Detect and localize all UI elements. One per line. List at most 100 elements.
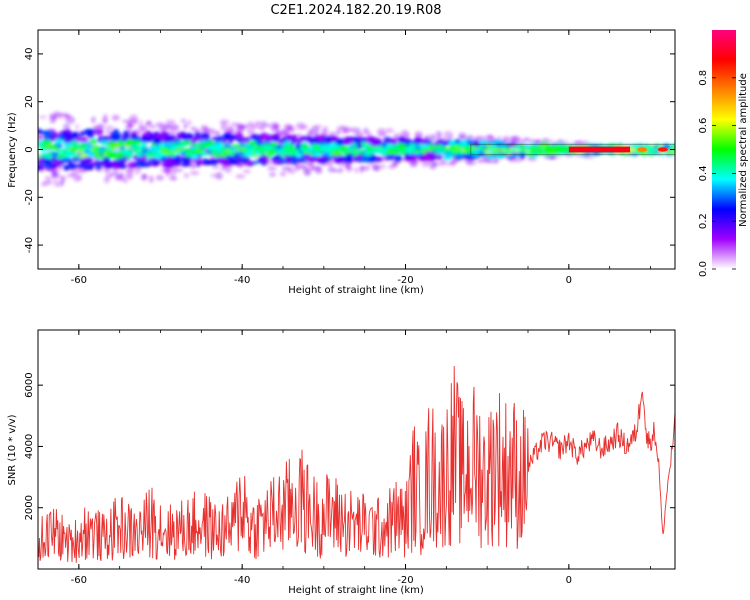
heatmap-peak-cell [256,145,265,149]
heatmap-band-cell [457,154,462,160]
heatmap-band-cell [152,138,161,145]
heatmap-peak-cell [511,147,522,151]
heatmap-band-cell [315,155,325,160]
heatmap-band-cell [143,162,154,166]
heatmap-band-cell [171,156,180,161]
heatmap-noise-cell [281,166,292,172]
heatmap-band-cell [58,133,64,141]
heatmap-band-cell [233,153,240,161]
heatmap-band-cell [424,140,434,144]
heatmap-noise-cell [257,125,262,130]
heatmap-noise-cell [215,171,223,180]
heatmap-noise-cell [150,125,156,129]
heatmap-band-outline [470,143,675,156]
heatmap-noise-cell [485,134,495,140]
heatmap-noise-cell [315,166,323,175]
colorbar-tick-label: 0.8 [698,70,709,86]
heatmap-band-cell [135,159,147,167]
heatmap-noise-cell [485,159,494,164]
heatmap-band-cell [181,162,192,167]
figure-title: C2E1.2024.182.20.19.R08 [270,3,441,18]
heatmap-noise-cell [145,121,152,127]
heatmap-noise-cell [54,182,62,187]
heatmap-band-cell [79,130,85,137]
heatmap-band-cell [184,151,193,157]
heatmap-band-cell [210,158,217,163]
heatmap-peak-cell [205,141,216,147]
heatmap-noise-cell [125,168,134,175]
snr-series-line [38,365,675,563]
heatmap-noise-cell [336,126,342,135]
heatmap-peak-cell [131,139,142,145]
heatmap-band-cell [102,136,113,140]
heatmap-band-cell [114,160,119,165]
heatmap-peak-cell [87,151,95,157]
heatmap-band-cell [103,160,111,167]
heatmap-noise-cell [392,159,398,167]
heatmap-peak-cell [57,154,64,159]
heatmap-band-cell [89,138,98,145]
heatmap-band-cell [410,155,417,161]
heatmap-peak-cell [529,147,540,153]
heatmap-noise-cell [102,117,108,125]
heatmap-noise-cell [183,122,188,130]
heatmap-band-cell [413,139,425,144]
heatmap-band-cell [165,135,177,141]
heatmap-band-cell [437,140,443,146]
heatmap-band-cell [317,135,323,141]
heatmap-band-cell [64,164,69,171]
heatmap-peak-cell [327,143,335,148]
heatmap-band-cell [81,137,87,141]
heatmap-band-cell [44,144,53,150]
heatmap-band-cell [433,154,444,160]
heatmap-peak-cell [447,146,456,152]
heatmap-noise-cell [212,164,220,170]
snr-xtick-label: -60 [71,575,87,586]
heatmap-band-cell [176,132,183,139]
colorbar-gradient [712,30,736,269]
heatmap-band-cell [113,163,121,170]
heatmap-band-cell [286,134,291,140]
heatmap-peak-cell [141,142,148,147]
snr-ylabel: SNR (10 * v/v) [7,414,18,485]
heatmap-band-cell [63,141,73,148]
heatmap-noise-cell [289,126,296,133]
heatmap-peak-cell [243,151,254,157]
heatmap-noise-cell [189,170,200,176]
heatmap-noise-cell [362,127,370,135]
heatmap-noise-cell [296,133,302,138]
heatmap-band-cell [237,131,243,139]
heatmap-band-cell [239,142,245,147]
heatmap-band-cell [285,158,291,164]
heatmap-band-cell [80,144,88,148]
heatmap-noise-cell [249,124,259,129]
heatmap-secondary-peak [637,147,648,152]
heatmap-noise-cell [205,128,216,134]
heatmap-band-cell [272,160,283,165]
heatmap-noise-cell [242,123,251,129]
heatmap-band-cell [443,153,453,161]
heatmap-band-cell [151,161,161,166]
heatmap-peak-cell [262,146,274,150]
heatmap-peak-cell [462,145,472,151]
heatmap-band-cell [347,138,354,145]
heatmap-band-cell [123,130,130,136]
heatmap-band-cell [223,133,231,138]
colorbar-ticks: 0.0 0.2 0.4 0.6 0.8 [698,70,736,277]
heatmap-noise-cell [57,112,63,120]
heatmap-band-cell [124,151,133,159]
heatmap-noise-cell [467,134,474,141]
heatmap-peak-cell [312,147,323,152]
spectrogram-xtick-label: -20 [397,275,413,286]
heatmap-noise-cell [62,123,71,131]
heatmap-peak-cell [59,148,70,154]
spectrogram-ytick-label: 40 [24,48,35,61]
heatmap-noise-cell [190,126,197,132]
heatmap-band-cell [125,139,135,146]
spectrogram-ytick-label: -20 [24,189,35,205]
heatmap-band-cell [245,137,252,143]
heatmap-peak-cell [160,147,171,151]
heatmap-peak-cell [100,150,108,154]
spectrogram-xtick-label: -40 [234,275,250,286]
heatmap-band-cell [356,155,362,160]
